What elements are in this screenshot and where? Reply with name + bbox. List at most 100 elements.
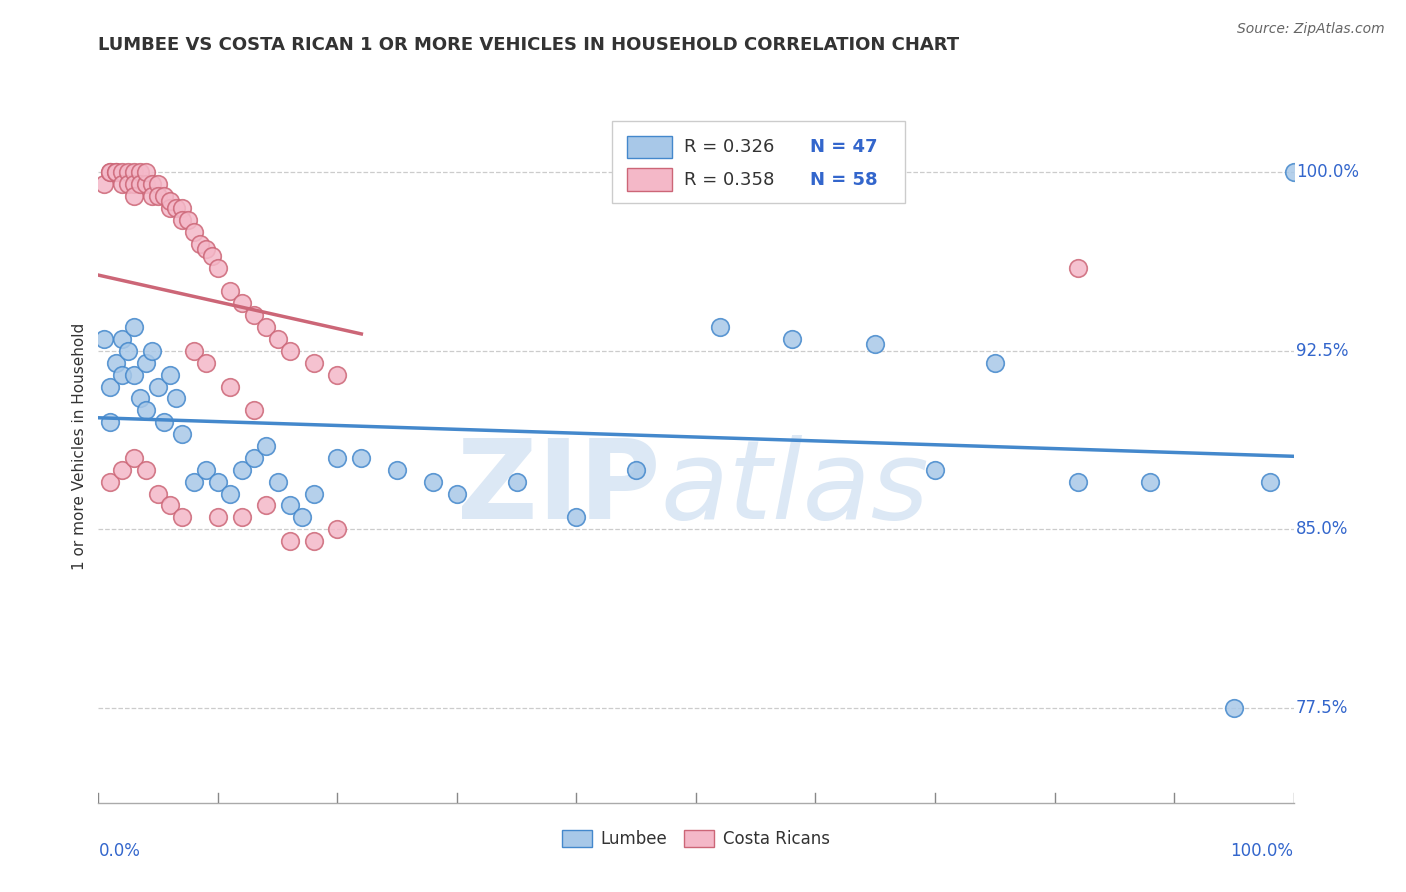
Point (135, 178, 157, 192)
Point (98, 475, 122, 489)
Point (129, 392, 152, 406)
Point (129, 178, 152, 192)
Point (135, 403, 157, 417)
Point (231, 463, 253, 477)
Point (326, 522, 349, 536)
Point (278, 499, 301, 513)
Point (165, 201, 187, 215)
Point (141, 343, 163, 358)
Point (219, 379, 242, 393)
Point (172, 510, 194, 524)
Point (326, 450, 349, 465)
Point (98, 165, 122, 179)
Point (183, 225, 205, 239)
Point (159, 194, 181, 208)
Point (153, 189, 176, 203)
Point (135, 463, 157, 477)
Point (865, 336, 887, 351)
Point (302, 486, 325, 500)
Text: 92.5%: 92.5% (1296, 342, 1348, 359)
Point (98, 379, 122, 393)
Point (984, 356, 1007, 370)
Text: atlas: atlas (661, 435, 929, 542)
Point (326, 368, 349, 382)
Point (565, 510, 588, 524)
Point (98, 415, 122, 429)
Point (159, 368, 181, 382)
Point (148, 486, 170, 500)
Point (148, 178, 170, 192)
Point (231, 510, 253, 524)
Point (195, 463, 218, 477)
Point (188, 236, 211, 251)
Point (111, 165, 134, 179)
Text: ZIP: ZIP (457, 435, 661, 542)
Point (172, 213, 194, 227)
Point (124, 165, 146, 179)
Point (135, 356, 157, 370)
Point (98, 165, 122, 179)
Point (195, 356, 218, 370)
Text: 0.0%: 0.0% (98, 842, 141, 860)
Point (291, 510, 314, 524)
Text: R = 0.358: R = 0.358 (685, 171, 775, 189)
Point (111, 332, 134, 346)
Point (177, 213, 200, 227)
Point (148, 189, 170, 203)
Point (1223, 700, 1246, 714)
Point (117, 343, 139, 358)
Point (111, 463, 134, 477)
Point (446, 486, 468, 500)
Point (165, 392, 187, 406)
Text: LUMBEE VS COSTA RICAN 1 OR MORE VEHICLES IN HOUSEHOLD CORRELATION CHART: LUMBEE VS COSTA RICAN 1 OR MORE VEHICLES… (98, 36, 959, 54)
Point (709, 320, 731, 334)
Text: N = 47: N = 47 (810, 138, 877, 156)
Point (207, 260, 229, 275)
Point (1282, 165, 1305, 179)
Point (924, 463, 946, 477)
Text: R = 0.326: R = 0.326 (685, 138, 775, 156)
Point (117, 178, 139, 192)
Point (117, 165, 139, 179)
Point (207, 475, 229, 489)
Point (1258, 475, 1281, 489)
Point (93, 332, 115, 346)
Point (201, 249, 224, 263)
Point (124, 178, 146, 192)
Text: 100.0%: 100.0% (1296, 163, 1360, 181)
Point (207, 510, 229, 524)
Point (254, 439, 277, 453)
Point (243, 450, 266, 465)
Text: 100.0%: 100.0% (1230, 842, 1294, 860)
Point (302, 356, 325, 370)
Point (243, 308, 266, 322)
Point (141, 189, 163, 203)
Point (111, 368, 134, 382)
Point (148, 379, 170, 393)
Point (278, 534, 301, 549)
FancyBboxPatch shape (613, 121, 905, 203)
Text: 85.0%: 85.0% (1296, 520, 1348, 538)
Bar (627, 169, 672, 191)
Point (159, 499, 181, 513)
Point (183, 343, 205, 358)
Point (105, 165, 128, 179)
Point (278, 343, 301, 358)
Point (105, 165, 128, 179)
Point (159, 201, 181, 215)
Point (153, 415, 176, 429)
Point (195, 242, 218, 256)
Point (135, 165, 157, 179)
Y-axis label: 1 or more Vehicles in Household: 1 or more Vehicles in Household (72, 322, 87, 570)
Point (267, 332, 290, 346)
Point (267, 475, 290, 489)
Point (506, 475, 529, 489)
Point (105, 356, 128, 370)
Point (183, 475, 205, 489)
Point (780, 332, 803, 346)
Point (1139, 475, 1161, 489)
Point (626, 463, 648, 477)
Point (172, 427, 194, 442)
Point (1067, 260, 1090, 275)
Point (1067, 475, 1090, 489)
